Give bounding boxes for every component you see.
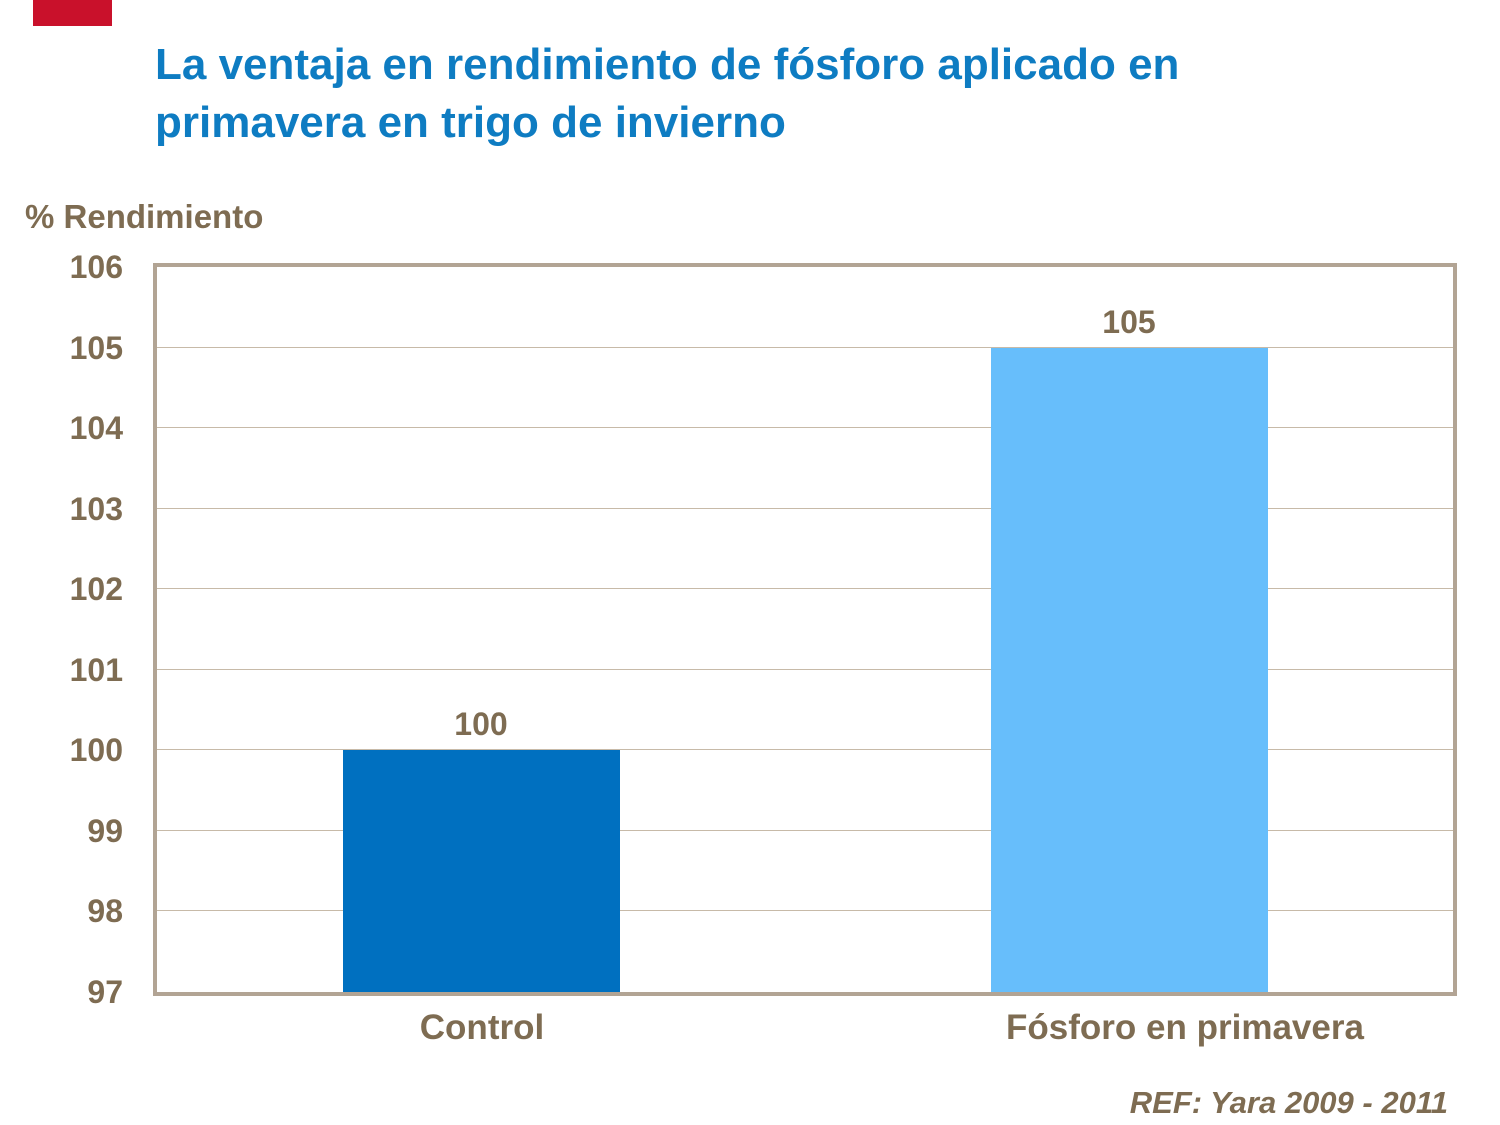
- y-axis-tick-label: 105: [69, 329, 123, 366]
- y-axis-tick-label: 104: [69, 410, 123, 447]
- x-axis-category-label-fosforo-en-primavera: Fósforo en primavera: [1006, 1008, 1364, 1047]
- y-axis-tick-label: 97: [87, 974, 123, 1010]
- gridline: [157, 749, 1453, 751]
- gridline: [157, 427, 1453, 429]
- bar-control: [342, 750, 620, 992]
- gridline: [157, 829, 1453, 831]
- y-axis-title: % Rendimiento: [25, 198, 264, 235]
- bar-value-label: 100: [454, 706, 508, 743]
- reference-text: REF: Yara 2009 - 2011: [1129, 1085, 1448, 1120]
- y-axis-tick-label: 101: [69, 651, 123, 688]
- gridline: [157, 588, 1453, 590]
- y-axis-tick-label: 100: [69, 732, 123, 769]
- gridline: [157, 507, 1453, 509]
- red-accent-bar: [33, 0, 112, 26]
- bar-value-label: 105: [1102, 303, 1156, 340]
- y-axis-tick-label: 103: [69, 490, 123, 527]
- plot-area: [153, 263, 1457, 996]
- gridline: [157, 910, 1453, 912]
- slide-title: La ventaja en rendimiento de fósforo apl…: [155, 40, 1180, 147]
- y-axis-tick-label: 102: [69, 571, 123, 608]
- gridline: [157, 346, 1453, 348]
- bar-fosforo-en-primavera: [990, 347, 1268, 992]
- gridline: [157, 668, 1453, 670]
- y-axis-tick-label: 106: [69, 249, 123, 285]
- y-axis-tick-label: 98: [87, 893, 123, 930]
- y-axis-tick-label: 99: [87, 812, 123, 849]
- x-axis-category-label-control: Control: [419, 1008, 545, 1047]
